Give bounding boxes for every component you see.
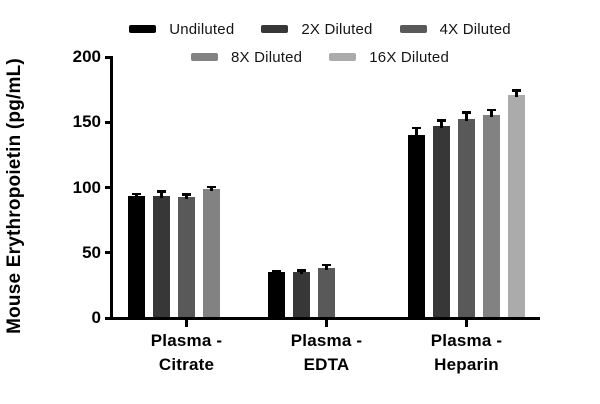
x-axis-tick	[185, 319, 188, 327]
legend-item: Undiluted	[129, 21, 234, 38]
bar	[318, 268, 335, 318]
error-bar-stem	[275, 271, 278, 275]
bar	[153, 195, 170, 318]
error-bar-cap	[272, 269, 281, 273]
bar	[483, 115, 500, 318]
x-axis-tick	[325, 319, 328, 327]
error-bar-stem	[440, 120, 443, 129]
legend-item: 2X Diluted	[261, 21, 372, 38]
y-axis-tick	[105, 186, 112, 189]
error-bar-cap	[297, 269, 306, 272]
error-bar-stem	[300, 270, 303, 274]
x-axis-line	[109, 316, 540, 320]
bar	[128, 195, 145, 318]
legend-swatch	[329, 53, 357, 61]
error-bar-cap	[207, 185, 216, 189]
bar	[178, 196, 195, 318]
legend-swatch	[191, 53, 219, 61]
legend-swatch	[399, 25, 427, 33]
error-bar-stem	[515, 90, 518, 97]
error-bar-cap	[132, 192, 141, 196]
legend-item: 8X Diluted	[191, 49, 302, 66]
y-tick-label: 200	[72, 47, 101, 66]
legend-label: Undiluted	[169, 20, 235, 38]
error-bar-cap	[487, 108, 496, 112]
y-tick-label: 0	[91, 308, 101, 327]
y-tick-label: 100	[72, 177, 101, 197]
legend-swatch	[261, 25, 289, 33]
bar	[408, 134, 425, 318]
bar	[508, 94, 525, 318]
error-bar-cap	[412, 126, 421, 130]
error-bar-stem	[135, 194, 138, 198]
legend-label: 16X Diluted	[369, 48, 449, 66]
error-bar-stem	[465, 112, 468, 121]
error-bar-cap	[512, 89, 521, 92]
y-axis-tick	[105, 55, 112, 59]
y-tick-label: 150	[72, 112, 101, 132]
error-bar-cap	[462, 111, 471, 114]
y-tick-label: 50	[82, 242, 101, 262]
legend-label: 8X Diluted	[231, 48, 303, 66]
error-bar-stem	[160, 191, 163, 198]
legend-row-1: Undiluted 2X Diluted 4X Diluted	[100, 19, 540, 39]
bar	[203, 188, 220, 318]
error-bar-stem	[415, 128, 418, 137]
bar	[433, 126, 450, 318]
x-axis-tick	[465, 319, 468, 327]
legend-item: 4X Diluted	[399, 20, 511, 38]
x-category-label: Plasma - Citrate	[150, 331, 223, 374]
error-bar-cap	[322, 263, 331, 267]
error-bar-stem	[185, 194, 188, 199]
y-axis-tick	[105, 251, 112, 255]
bar	[268, 272, 285, 318]
error-bar-stem	[210, 186, 213, 191]
error-bar-cap	[182, 193, 191, 196]
error-bar-cap	[157, 190, 166, 193]
legend-label: 4X Diluted	[439, 20, 511, 38]
y-axis-tick	[105, 316, 112, 320]
x-category-label: Plasma - EDTA	[290, 331, 363, 374]
error-bar-stem	[325, 265, 328, 271]
legend-swatch	[129, 25, 157, 33]
error-bar-cap	[437, 119, 446, 122]
legend: Undiluted 2X Diluted 4X Diluted 8X Diluted…	[100, 19, 540, 75]
x-category-label: Plasma - Heparin	[430, 331, 503, 374]
error-bar-stem	[490, 109, 493, 118]
legend-label: 2X Diluted	[301, 20, 373, 38]
bar	[293, 271, 310, 318]
legend-item: 16X Diluted	[329, 49, 449, 66]
y-axis-tick	[105, 120, 112, 124]
bar	[458, 118, 475, 318]
legend-row-2: 8X Diluted 16X Diluted	[100, 47, 540, 67]
